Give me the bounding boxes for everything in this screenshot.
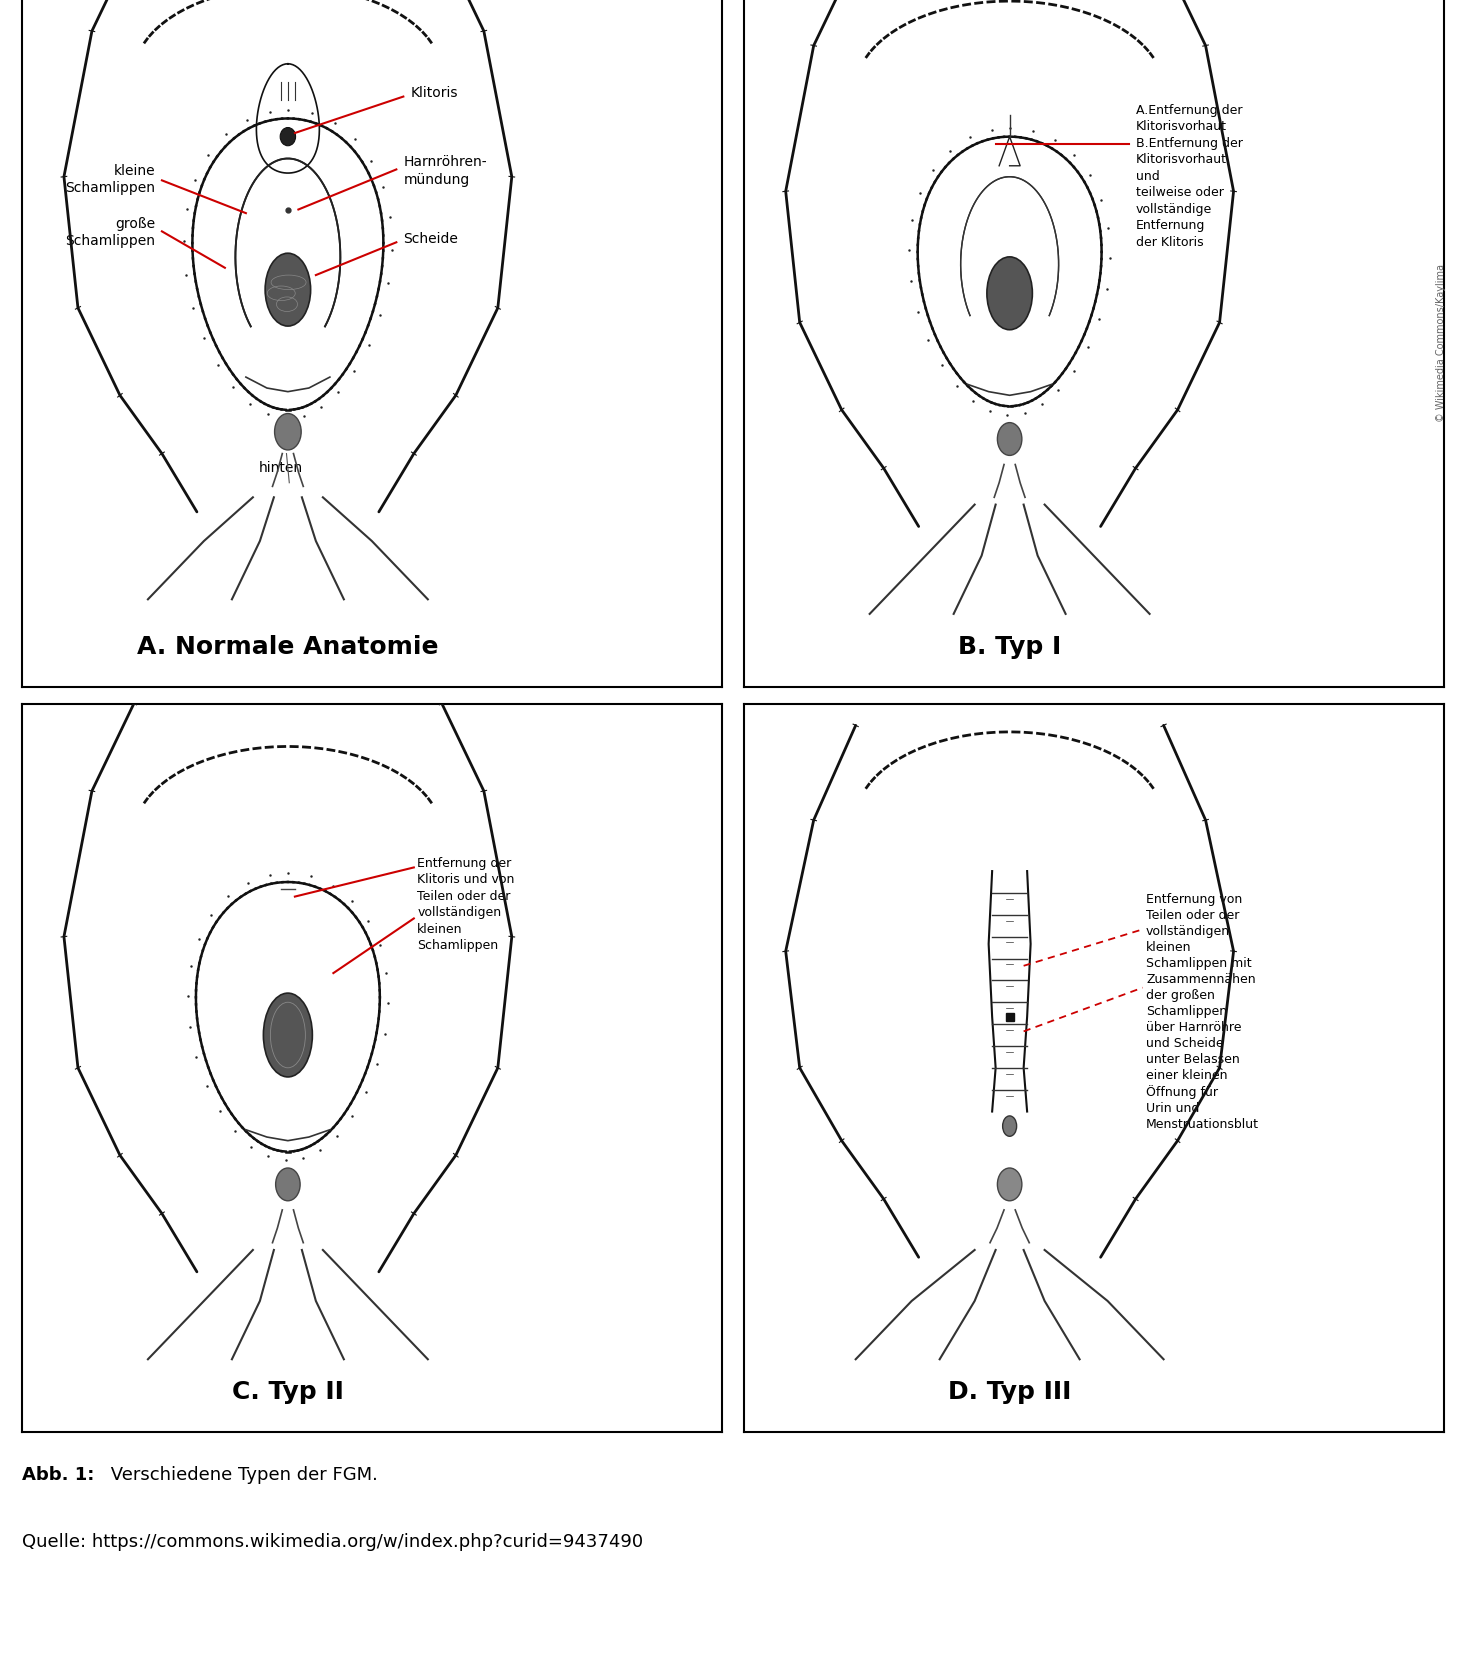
Text: kleine: kleine — [113, 164, 155, 178]
Text: Quelle: https://commons.wikimedia.org/w/index.php?curid=9437490: Quelle: https://commons.wikimedia.org/w/… — [22, 1533, 643, 1551]
Text: Verschiedene Typen der FGM.: Verschiedene Typen der FGM. — [105, 1466, 378, 1484]
Text: C. Typ II: C. Typ II — [231, 1380, 344, 1404]
Text: Scheide: Scheide — [404, 231, 458, 246]
Text: D. Typ III: D. Typ III — [949, 1380, 1072, 1404]
Text: Schamlippen: Schamlippen — [64, 181, 155, 194]
Text: Entfernung der
Klitoris und von
Teilen oder der
vollständigen
kleinen
Schamlippe: Entfernung der Klitoris und von Teilen o… — [417, 856, 515, 951]
Ellipse shape — [1003, 1116, 1016, 1136]
Ellipse shape — [280, 127, 296, 146]
Ellipse shape — [264, 993, 312, 1077]
Text: © Wikimedia Commons/Kaylima: © Wikimedia Commons/Kaylima — [1436, 265, 1446, 422]
Text: Harnröhren-: Harnröhren- — [404, 156, 488, 169]
Text: Schamlippen: Schamlippen — [64, 235, 155, 248]
Ellipse shape — [997, 1167, 1022, 1201]
Text: große: große — [114, 218, 155, 231]
Text: Klitoris: Klitoris — [410, 85, 458, 100]
Ellipse shape — [275, 1167, 300, 1201]
Text: A.Entfernung der
Klitorisvorhaut
B.Entfernung der
Klitorisvorhaut
und
teilweise : A.Entfernung der Klitorisvorhaut B.Entfe… — [1136, 104, 1243, 250]
Ellipse shape — [987, 256, 1032, 330]
Text: Entfernung von
Teilen oder der
vollständigen
kleinen
Schamlippen mit
Zusammennäh: Entfernung von Teilen oder der vollständ… — [1146, 893, 1259, 1131]
Ellipse shape — [997, 422, 1022, 456]
Text: hinten: hinten — [259, 461, 303, 476]
Ellipse shape — [275, 414, 302, 451]
Text: Abb. 1:: Abb. 1: — [22, 1466, 94, 1484]
Text: A. Normale Anatomie: A. Normale Anatomie — [138, 635, 439, 658]
Text: B. Typ I: B. Typ I — [957, 635, 1061, 658]
Text: mündung: mündung — [404, 173, 470, 186]
Ellipse shape — [265, 253, 310, 327]
